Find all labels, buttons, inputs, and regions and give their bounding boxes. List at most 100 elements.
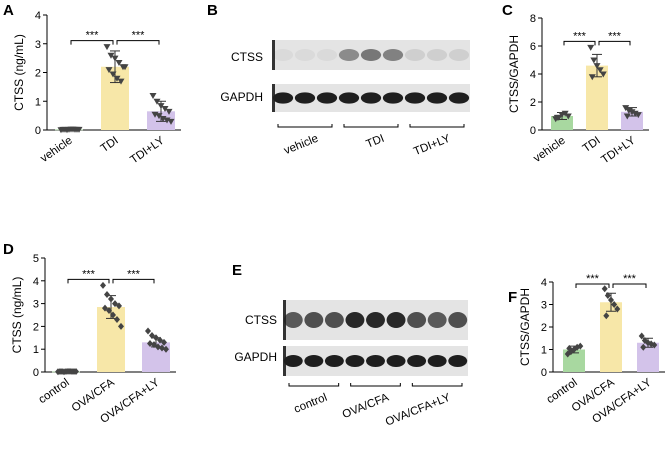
data-point-6 <box>106 306 112 314</box>
group-label-0: vehicle <box>282 133 320 158</box>
band-lane-7 <box>407 312 427 328</box>
band-lane-9 <box>448 92 470 104</box>
group-label-0: control <box>292 392 329 416</box>
data-point-8 <box>159 344 165 352</box>
significance-bracket <box>598 40 631 46</box>
y-axis-label: CTSS (ng/mL) <box>12 34 26 111</box>
blot-b-gapdh-strip <box>272 84 470 112</box>
data-point-7 <box>110 311 116 319</box>
band-lane-9 <box>448 355 468 367</box>
category-label-0: vehicle <box>39 135 75 165</box>
y-tick-label: 1 <box>35 96 41 108</box>
band-lane-9 <box>448 49 470 61</box>
y-tick-label: 0 <box>541 367 547 379</box>
group-line <box>350 383 401 387</box>
blot-e-gapdh-strip <box>283 346 468 376</box>
data-point-4 <box>165 108 173 115</box>
blot-b-group-labels: vehicle TDI TDI+LY <box>277 124 465 159</box>
data-point-0 <box>149 93 157 99</box>
blot-b-ctss-strip <box>272 40 470 70</box>
significance-label: *** <box>82 268 96 280</box>
y-tick-label: 5 <box>33 253 39 265</box>
significance-label: *** <box>608 30 622 42</box>
band-lane-3 <box>316 92 338 104</box>
panel-label-d: D <box>3 241 14 258</box>
y-axis-label: CTSS/GAPDH <box>507 35 521 113</box>
y-axis-label: CTSS/GAPDH <box>518 288 532 366</box>
y-tick-label: 2 <box>530 97 536 109</box>
band-lane-6 <box>386 355 406 367</box>
category-label-2: TDI+LY <box>599 134 638 166</box>
western-blot-b: CTSS GAPDH vehicle TDI TDI+LY <box>220 40 470 158</box>
blot-e-row-label-ctss: CTSS <box>245 313 277 327</box>
y-axis-label: CTSS (ng/mL) <box>10 277 24 354</box>
category-label-0: vehicle <box>532 135 568 165</box>
bar-2 <box>637 342 659 372</box>
data-point-0 <box>103 44 111 51</box>
group-label-2: TDI+LY <box>412 133 452 159</box>
data-point-2 <box>593 63 601 70</box>
group-line <box>288 383 340 387</box>
bar-1 <box>600 302 622 372</box>
panel-label-f: F <box>508 289 517 306</box>
y-tick-label: 3 <box>33 299 39 311</box>
data-point-5 <box>57 368 63 376</box>
y-tick-label: 2 <box>35 68 41 80</box>
data-point-0 <box>587 44 595 51</box>
data-point-4 <box>634 112 642 119</box>
data-point-9 <box>118 322 124 330</box>
category-label-1: TDI <box>99 135 121 155</box>
data-point-5 <box>640 343 647 351</box>
chart-a: 0 1 2 3 4 CTSS (ng/mL) vehicle TDI TDI+LY *** *** <box>12 10 181 167</box>
data-point-5 <box>623 113 631 120</box>
data-point-7 <box>113 75 121 82</box>
data-point-2 <box>608 296 614 304</box>
y-tick-label: 4 <box>33 276 39 288</box>
data-point-8 <box>117 78 125 85</box>
panel-label-a: A <box>3 2 14 19</box>
category-label-0: control <box>37 377 72 407</box>
data-point-2 <box>108 295 114 303</box>
data-point-9 <box>73 368 79 376</box>
band-lane-4 <box>345 312 365 328</box>
data-point-3 <box>596 67 604 74</box>
significance-label: *** <box>132 30 146 42</box>
significance-bracket <box>67 278 110 284</box>
band-lane-3 <box>324 355 344 367</box>
band-lane-9 <box>448 312 468 328</box>
y-tick-label: 6 <box>530 41 536 53</box>
data-point-4 <box>116 302 122 310</box>
y-tick-label: 4 <box>530 69 536 81</box>
band-lane-6 <box>382 49 404 61</box>
y-tick-label: 3 <box>35 39 41 51</box>
significance-bracket <box>575 283 610 288</box>
data-point-5 <box>105 67 113 74</box>
data-point-5 <box>603 312 610 320</box>
significance-bracket <box>563 40 596 46</box>
data-point-3 <box>115 59 123 66</box>
significance-label: *** <box>623 273 637 285</box>
significance-bracket <box>612 283 647 288</box>
data-point-9 <box>121 64 129 71</box>
data-point-4 <box>161 338 167 346</box>
blot-b-row-label-gapdh: GAPDH <box>220 90 263 104</box>
band-lane-8 <box>426 92 448 104</box>
data-point-0 <box>638 332 645 340</box>
data-point-5 <box>566 344 573 352</box>
data-point-8 <box>69 368 75 376</box>
data-point-0 <box>601 285 608 293</box>
data-point-4 <box>651 341 658 349</box>
band-lane-7 <box>407 355 427 367</box>
data-point-7 <box>65 367 71 375</box>
category-label-2: TDI+LY <box>128 134 167 166</box>
band-lane-8 <box>427 355 447 367</box>
data-point-4 <box>599 71 607 78</box>
data-point-5 <box>147 340 153 347</box>
band-lane-1 <box>283 355 303 367</box>
blot-edge <box>272 40 275 70</box>
